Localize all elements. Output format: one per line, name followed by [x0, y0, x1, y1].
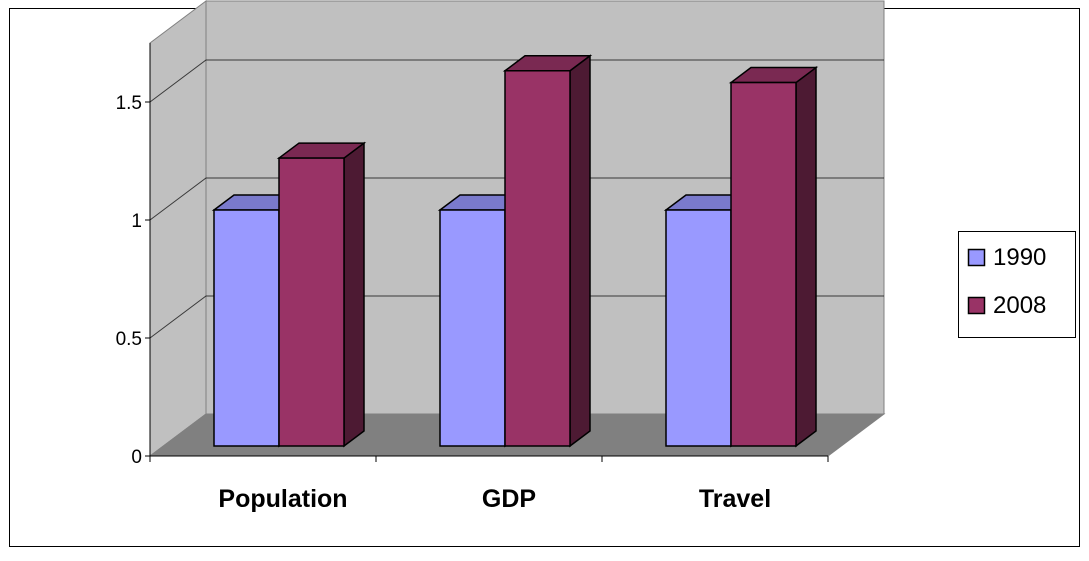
bar-side — [343, 141, 365, 448]
x-tick-label: GDP — [482, 485, 536, 513]
side-wall — [149, 0, 207, 457]
bar-side — [569, 54, 591, 448]
bar — [502, 54, 593, 448]
legend-swatch — [967, 296, 986, 315]
y-tick-label: 1 — [131, 211, 142, 232]
y-tick-label: 0.5 — [116, 329, 142, 350]
bar-front — [278, 157, 345, 447]
bar-front — [730, 81, 797, 447]
legend: 1990 2008 — [958, 231, 1076, 338]
legend-label: 1990 — [993, 244, 1046, 271]
legend-label: 2008 — [993, 292, 1046, 319]
bar — [728, 66, 819, 448]
bar — [276, 141, 367, 448]
x-tick-label: Population — [218, 485, 347, 513]
y-tick-label: 0 — [131, 447, 142, 468]
legend-swatch — [967, 248, 986, 267]
gridline — [149, 177, 884, 221]
y-tick-label: 1.5 — [116, 93, 142, 114]
bar-front — [213, 209, 280, 447]
bar-side — [795, 66, 817, 448]
bar-front — [504, 70, 571, 447]
bar-front — [439, 209, 506, 447]
bar-front — [665, 209, 732, 447]
x-tick-label: Travel — [699, 485, 771, 513]
gridline — [149, 59, 884, 103]
gridline — [149, 295, 884, 339]
